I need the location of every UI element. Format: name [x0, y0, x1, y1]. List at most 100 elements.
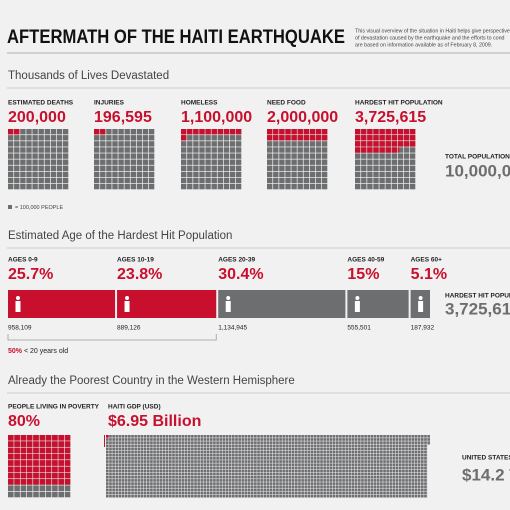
label: NEED FOOD — [267, 100, 306, 107]
value: 2,000,000 — [267, 109, 338, 126]
filled-cell — [8, 472, 14, 479]
cell — [100, 153, 106, 159]
cell — [267, 171, 273, 178]
filled-cell — [267, 135, 273, 141]
filled-cell — [52, 453, 58, 460]
cell — [391, 165, 397, 171]
cell — [32, 141, 38, 147]
filled-cell — [355, 147, 361, 153]
cell — [199, 171, 205, 178]
person-icon — [418, 296, 423, 300]
cell — [14, 159, 20, 165]
filled-cell — [8, 460, 14, 466]
cell — [14, 135, 20, 141]
cell — [14, 183, 20, 190]
cell — [56, 147, 63, 153]
cell — [235, 183, 242, 190]
filled-cell — [52, 435, 58, 441]
filled-cell — [315, 129, 322, 135]
note-text: < 20 years old — [24, 348, 68, 355]
cell — [321, 147, 328, 153]
cell — [130, 129, 136, 135]
filled-cell — [397, 129, 404, 135]
cell — [273, 159, 279, 165]
cell — [106, 159, 112, 165]
cell — [309, 171, 316, 178]
cell — [118, 183, 124, 190]
cell — [38, 183, 44, 190]
filled-cell — [14, 129, 20, 135]
filled-cell — [279, 129, 285, 135]
filled-cell — [64, 460, 71, 466]
filled-cell — [397, 141, 404, 147]
cell — [44, 147, 50, 153]
filled-cell — [315, 135, 322, 141]
filled-cell — [26, 472, 33, 479]
cell — [193, 177, 199, 184]
filled-cell — [361, 147, 367, 153]
filled-cell — [33, 453, 39, 460]
cell — [373, 183, 379, 190]
cell — [361, 165, 367, 171]
filled-cell — [361, 141, 367, 147]
cell — [44, 165, 50, 171]
cell — [379, 159, 385, 165]
cell — [26, 141, 32, 147]
cell — [100, 177, 106, 184]
cell — [44, 183, 50, 190]
cell — [205, 165, 211, 171]
cell — [409, 147, 416, 153]
label: AGES 10-19 — [117, 257, 154, 264]
filled-cell — [8, 129, 14, 135]
filled-cell — [8, 453, 14, 460]
cell — [62, 165, 69, 171]
filled-cell — [373, 129, 379, 135]
filled-cell — [373, 147, 379, 153]
cell — [223, 135, 230, 141]
label: AGES 60+ — [411, 257, 442, 264]
person-icon — [125, 296, 130, 300]
filled-cell — [367, 141, 373, 147]
cell — [142, 135, 149, 141]
percent: 30.4% — [218, 266, 263, 283]
cell — [50, 165, 57, 171]
total-label: TOTAL POPULATION IN — [445, 154, 510, 161]
total-value: 10,000,000 — [445, 161, 510, 180]
cell — [199, 147, 205, 153]
cell — [273, 165, 279, 171]
person-icon — [15, 301, 21, 312]
cell — [361, 159, 367, 165]
filled-cell — [100, 129, 106, 135]
cell — [38, 141, 44, 147]
cell — [130, 177, 136, 184]
cell — [235, 141, 242, 147]
filled-cell — [20, 435, 27, 441]
filled-cell — [361, 135, 367, 141]
filled-cell — [8, 447, 14, 454]
cell — [285, 177, 291, 184]
cell — [148, 159, 155, 165]
cell — [205, 141, 211, 147]
value: 200,000 — [8, 109, 66, 126]
cell — [50, 183, 57, 190]
cell — [367, 177, 373, 184]
cell — [235, 135, 242, 141]
filled-cell — [39, 435, 46, 441]
cell — [285, 147, 291, 153]
cell — [56, 183, 63, 190]
filled-cell — [355, 129, 361, 135]
filled-cell — [8, 479, 14, 485]
cell — [142, 147, 149, 153]
filled-cell — [309, 129, 316, 135]
label: PEOPLE LIVING IN POVERTY — [8, 404, 100, 411]
cell — [385, 165, 391, 171]
cell — [8, 171, 14, 178]
filled-cell — [181, 135, 187, 141]
cell — [56, 153, 63, 159]
cell — [112, 171, 118, 178]
cell — [403, 147, 410, 153]
cell — [229, 147, 236, 153]
cell — [315, 165, 322, 171]
cell — [397, 171, 404, 178]
cell — [193, 153, 199, 159]
